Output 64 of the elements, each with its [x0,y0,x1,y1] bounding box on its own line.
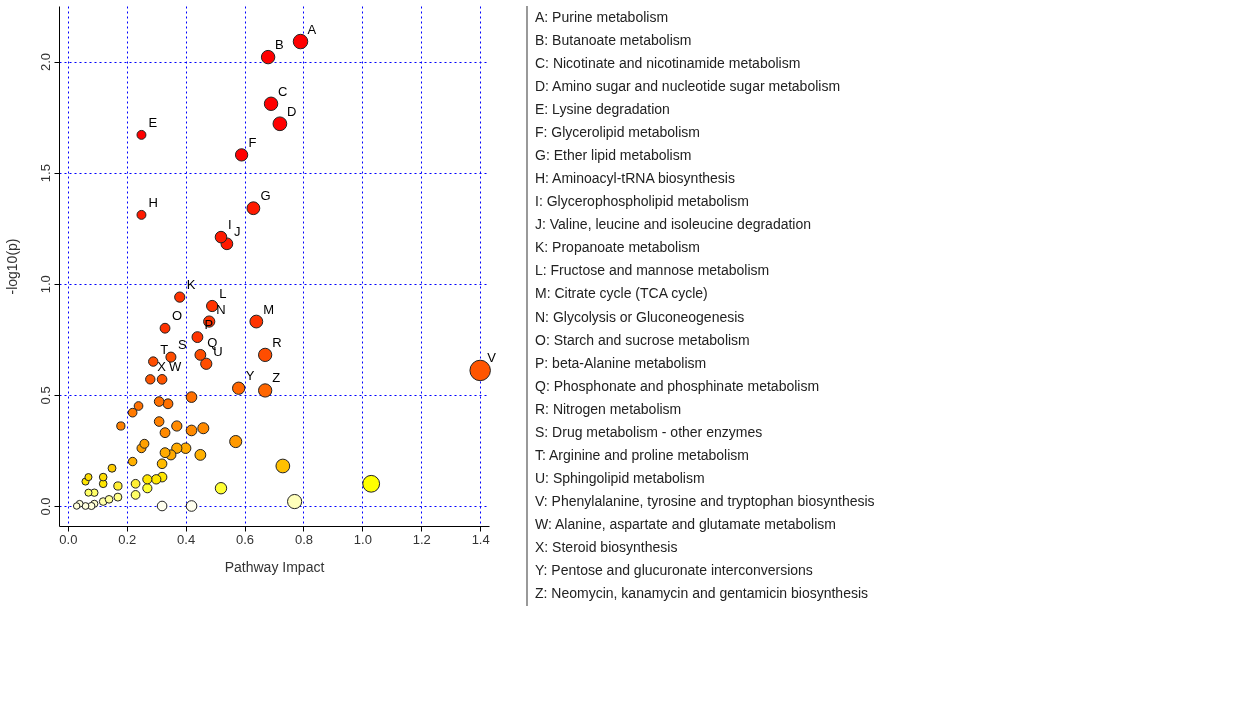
annotation: J [233,223,241,239]
annotation: F [248,134,257,150]
annotation: I [227,217,232,233]
annotation: M [263,301,275,317]
y-tick-label: 2.0 [37,53,53,72]
annotation: S [177,337,187,353]
annotation: X [157,359,167,375]
text: Q: Phosphonate and phosphinate metabolism [535,377,820,394]
y-axis-title: -log10(p) [3,238,20,295]
annotation: G [260,188,271,204]
annotation: B [275,37,284,53]
x-tick-label: 0.8 [294,531,313,547]
x-tick-label: 0.0 [59,531,78,547]
text: Z: Neomycin, kanamycin and gentamicin biosynthesis [535,585,869,602]
text: I: Glycerophospholipid metabolism [535,193,749,210]
annotation: R [272,334,282,350]
annotation: E [148,114,158,130]
text: F: Glycerolipid metabolism [535,123,700,140]
text: L: Fructose and mannose metabolism [535,262,770,279]
y-tick-label: 0.5 [37,386,53,405]
text: M: Citrate cycle (TCA cycle) [535,285,708,302]
text: K: Propanoate metabolism [535,239,700,256]
text: H: Aminoacyl-tRNA biosynthesis [535,170,735,187]
text: D: Amino sugar and nucleotide sugar metabolism [535,77,841,94]
text: X: Steroid biosynthesis [535,539,678,556]
annotation: V [487,350,497,366]
text: J: Valine, leucine and isoleucine degradation [535,216,812,233]
x-axis-title: Pathway Impact [224,558,325,575]
annotation: L [219,286,227,301]
y-tick-label: 1.5 [37,164,53,183]
text: O: Starch and sucrose metabolism [535,331,750,348]
text: C: Nicotinate and nicotinamide metabolism [535,54,801,71]
x-tick-label: 1.0 [353,531,372,547]
y-tick-label: 1.0 [37,275,53,294]
text: Y: Pentose and glucuronate interconversions [535,562,813,579]
annotation: C [278,83,288,99]
y-tick-label: 0.0 [37,497,53,516]
x-tick-label: 0.2 [118,531,137,547]
text: U: Sphingolipid metabolism [535,470,705,487]
text: W: Alanine, aspartate and glutamate metabolism [535,516,836,533]
annotation: A [307,21,317,37]
annotation: Y [245,368,255,384]
x-tick-label: 1.4 [471,531,490,547]
text: P: beta-Alanine metabolism [535,354,707,371]
annotation: Z [272,370,281,386]
annotation: W [169,359,183,375]
text: B: Butanoate metabolism [535,31,692,48]
annotation: O [172,308,183,324]
text: R: Nitrogen metabolism [535,400,682,417]
text: A: Purine metabolism [535,8,669,25]
text: E: Lysine degradation [535,100,670,117]
annotation: N [216,301,226,317]
text: V: Phenylalanine, tyrosine and tryptophan biosynthesis [535,493,875,510]
text: N: Glycolysis or Gluconeogenesis [535,308,745,325]
annotation: T [160,341,169,357]
text: S: Drug metabolism - other enzymes [535,423,763,440]
text: T: Arginine and proline metabolism [535,447,750,463]
x-tick-label: 1.2 [412,531,431,547]
x-tick-label: 0.4 [177,531,196,547]
annotation: H [148,194,158,210]
text: G: Ether lipid metabolism [535,147,692,163]
annotation: D [286,103,297,119]
annotation: K [186,277,196,293]
x-tick-label: 0.6 [236,531,255,547]
